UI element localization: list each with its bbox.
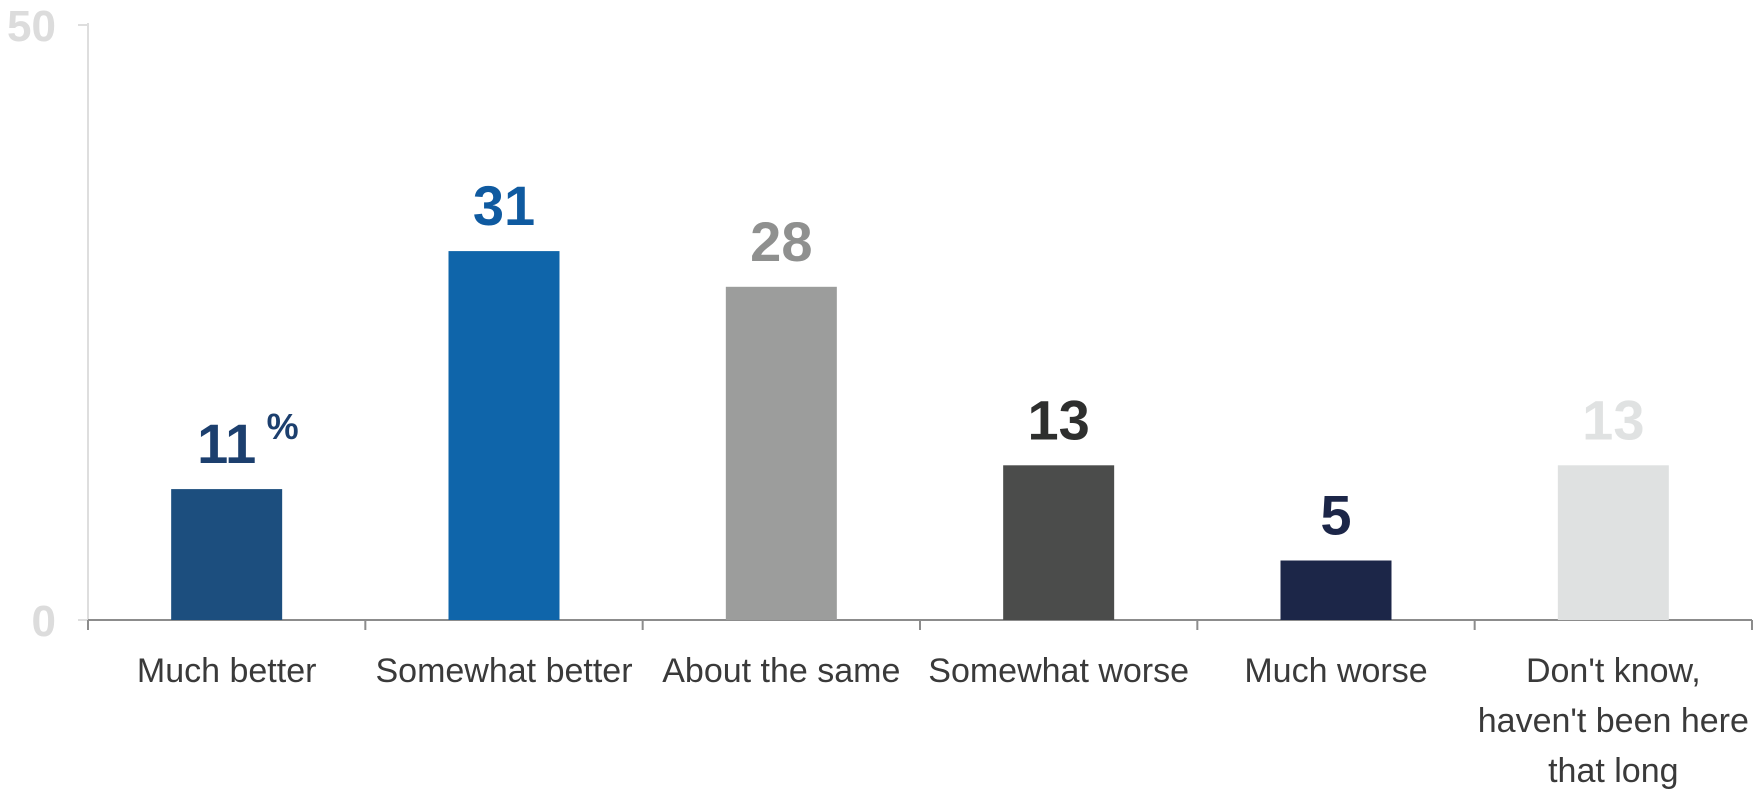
value-label: 13	[1028, 388, 1090, 451]
category-label-line: that long	[1548, 752, 1678, 790]
y-axis: 0 50	[7, 2, 89, 646]
value-label: 13	[1582, 388, 1644, 451]
category-label-line: Don't know,	[1526, 652, 1701, 690]
category-label: Much worse	[1244, 652, 1427, 690]
x-axis	[87, 619, 1753, 630]
category-label: Somewhat worse	[928, 652, 1189, 690]
bar	[1003, 465, 1115, 620]
category-label: Don't know, haven't been here that long	[1478, 652, 1749, 790]
category-label: Somewhat better	[375, 652, 632, 690]
value-label: 28	[750, 210, 812, 273]
value-label: 5	[1320, 484, 1351, 547]
bar	[448, 251, 560, 620]
category-label-line: haven't been here	[1478, 702, 1749, 740]
value-unit-label: %	[267, 406, 299, 447]
bar	[171, 489, 283, 620]
category-labels: Much better Somewhat better About the same…	[137, 652, 1749, 790]
category-label: Much better	[137, 652, 317, 690]
value-label: 31	[473, 174, 535, 237]
bar	[1280, 560, 1392, 620]
y-tick-label: 50	[7, 2, 56, 51]
category-label-line: Much worse	[1244, 652, 1427, 690]
value-labels: 11 % 31 28 13 5 13	[197, 174, 1644, 546]
y-tick-label: 0	[32, 597, 56, 646]
bar	[1557, 465, 1669, 620]
category-label-line: Somewhat better	[375, 652, 632, 690]
bars	[171, 251, 1669, 620]
bar	[725, 286, 837, 620]
value-label: 11	[197, 412, 256, 475]
category-label: About the same	[662, 652, 900, 690]
category-label-line: Much better	[137, 652, 317, 690]
category-label-line: Somewhat worse	[928, 652, 1189, 690]
category-label-line: About the same	[662, 652, 900, 690]
